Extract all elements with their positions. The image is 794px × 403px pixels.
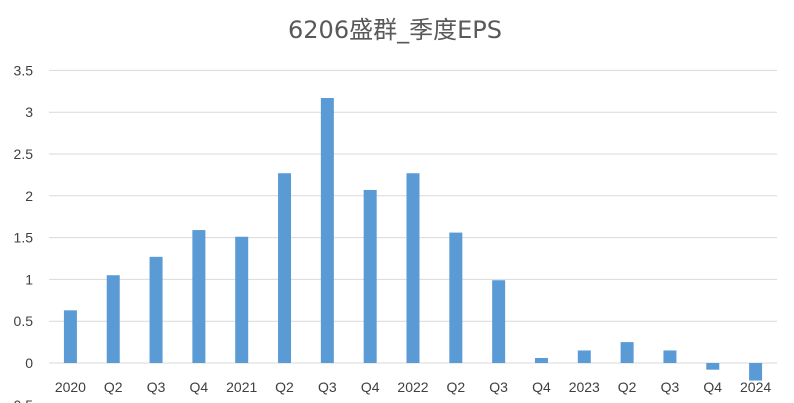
x-tick-label: 2020 [55, 379, 86, 395]
bar [363, 189, 377, 363]
bar [149, 256, 163, 363]
y-tick-label: 2.5 [14, 146, 34, 162]
bar [278, 173, 292, 363]
chart-title: 6206盛群_季度EPS [288, 16, 502, 44]
bar [749, 363, 763, 381]
x-tick-label: Q4 [532, 379, 551, 395]
x-tick-label: Q4 [361, 379, 380, 395]
x-axis-ticks: 2020 Q2 Q3 Q4 2021 Q2 Q3 Q4 2022 Q2 Q3 Q4 2023 Q2 Q3 Q4… [55, 379, 772, 395]
bar [63, 310, 77, 363]
bar [577, 350, 591, 363]
bar [706, 363, 720, 370]
bar [320, 97, 334, 363]
x-tick-label: Q3 [489, 379, 508, 395]
x-tick-label: Q4 [703, 379, 722, 395]
y-axis-ticks: 3.5 3 2.5 2 1.5 1 0.5 0 -0.5 [9, 62, 33, 403]
bar [449, 232, 463, 363]
x-tick-label: 2024 [740, 379, 771, 395]
bar [663, 350, 677, 363]
x-tick-label: Q3 [661, 379, 680, 395]
bar [406, 173, 420, 363]
y-tick-label: 3 [25, 104, 33, 120]
bar [534, 357, 548, 363]
x-tick-label: Q3 [318, 379, 337, 395]
x-tick-label: Q2 [104, 379, 123, 395]
x-tick-label: Q3 [147, 379, 166, 395]
bar [235, 236, 249, 363]
y-tick-label: -0.5 [9, 397, 33, 403]
y-tick-label: 1.5 [14, 230, 34, 246]
y-tick-label: 1 [25, 271, 33, 287]
x-tick-label: Q2 [446, 379, 465, 395]
bar [192, 230, 206, 363]
y-tick-label: 2 [25, 188, 33, 204]
bar [106, 275, 120, 363]
x-tick-label: Q4 [190, 379, 209, 395]
x-tick-label: Q2 [618, 379, 637, 395]
x-tick-label: 2021 [226, 379, 257, 395]
bars [63, 97, 763, 381]
x-tick-label: 2023 [569, 379, 600, 395]
bar [492, 280, 506, 363]
x-tick-label: Q2 [275, 379, 294, 395]
y-tick-label: 3.5 [14, 62, 34, 78]
bar [620, 342, 634, 363]
y-tick-label: 0.5 [14, 313, 34, 329]
x-tick-label: 2022 [397, 379, 428, 395]
y-tick-label: 0 [25, 355, 33, 371]
